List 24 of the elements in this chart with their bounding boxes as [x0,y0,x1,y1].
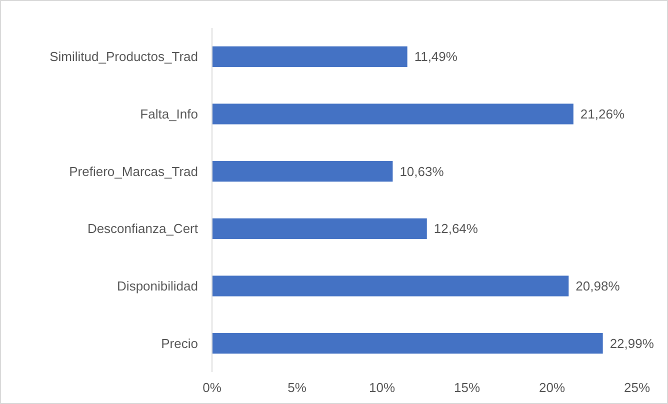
bar [212,161,393,182]
bar [212,104,574,124]
x-tick-label: 20% [538,380,566,395]
x-tick-label: 10% [368,380,396,395]
bar [212,276,569,296]
y-tick-label: Falta_Info [140,106,198,122]
x-tick-label: 25% [624,380,650,395]
x-tick-label: 0% [202,380,222,395]
data-label: 20,98% [576,278,620,294]
y-tick-label: Similitud_Productos_Trad [50,49,198,64]
data-label: 22,99% [610,336,654,351]
data-label: 10,63% [400,164,444,179]
bar [212,46,408,67]
x-tick-label: 15% [454,380,480,395]
data-label: 11,49% [414,49,458,64]
data-label: 12,64% [434,221,478,236]
y-tick-label: Desconfianza_Cert [87,221,198,236]
y-tick-label: Prefiero_Marcas_Trad [69,164,198,179]
y-tick-label: Precio [161,336,198,351]
bar [212,218,427,239]
x-tick-label: 5% [288,380,307,395]
bar [212,333,603,354]
data-label: 21,26% [580,106,625,122]
y-tick-label: Disponibilidad [117,278,198,294]
